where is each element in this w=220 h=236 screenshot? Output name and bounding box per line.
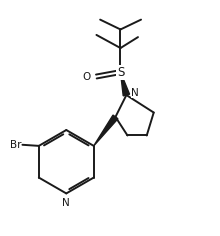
Text: O: O [82, 72, 90, 82]
Text: N: N [62, 198, 70, 208]
Text: N: N [131, 88, 139, 98]
Text: Br: Br [10, 140, 21, 150]
Text: S: S [117, 66, 124, 79]
Polygon shape [94, 115, 118, 146]
Polygon shape [121, 72, 130, 96]
